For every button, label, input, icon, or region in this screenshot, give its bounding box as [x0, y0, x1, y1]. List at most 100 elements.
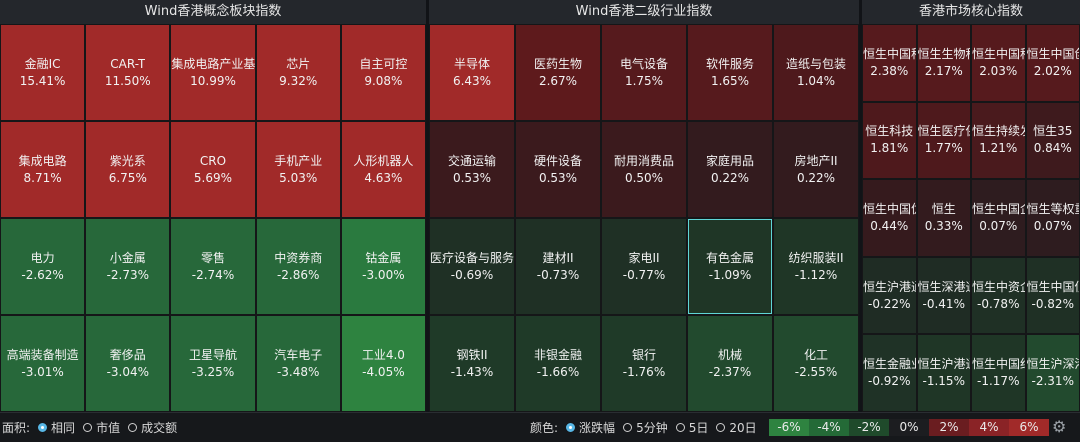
tile-percent: 1.81% [870, 140, 908, 157]
tile-percent: 6.43% [453, 73, 491, 90]
tile-percent: 0.22% [711, 170, 749, 187]
heatmap-tile[interactable]: 建材II-0.73% [515, 218, 601, 315]
tile-percent: 2.03% [979, 63, 1017, 80]
heatmap-tile[interactable]: 恒生中国优质股0.44% [862, 179, 917, 257]
color-radio-label[interactable]: 5分钟 [636, 419, 668, 436]
tile-name: 自主可控 [359, 56, 407, 73]
heatmap-tile[interactable]: 电力-2.62% [0, 218, 85, 315]
heatmap-tile[interactable]: 恒生中国红筹-1.17% [971, 334, 1026, 412]
heatmap-tile[interactable]: 工业4.0-4.05% [341, 315, 426, 412]
heatmap-tile[interactable]: 恒生中国科技2.03% [971, 24, 1026, 102]
heatmap-tile[interactable]: 小金属-2.73% [85, 218, 170, 315]
area-radio-label[interactable]: 成交额 [141, 419, 177, 436]
heatmap-tile[interactable]: 恒生等权重0.07% [1026, 179, 1080, 257]
heatmap-tile[interactable]: 恒生中资企业-0.78% [971, 257, 1026, 335]
tile-name: 恒生中国创新 [1027, 46, 1080, 63]
color-radio-label[interactable]: 5日 [689, 419, 709, 436]
tile-percent: -0.69% [451, 267, 493, 284]
area-radio[interactable] [128, 423, 137, 432]
heatmap-tile[interactable]: 恒生沪深港通内地-2.31% [1026, 334, 1080, 412]
heatmap-tile[interactable]: 家电II-0.77% [601, 218, 687, 315]
heatmap-tile[interactable]: 中资券商-2.86% [256, 218, 341, 315]
color-legend: -6%-4%-2%0%2%4%6% [769, 419, 1049, 436]
area-radio-label[interactable]: 相同 [51, 419, 75, 436]
area-radio[interactable] [38, 423, 47, 432]
tile-percent: -1.66% [537, 364, 579, 381]
heatmap-tile[interactable]: 卫星导航-3.25% [170, 315, 255, 412]
heatmap-tile[interactable]: 恒生生物科技2.17% [917, 24, 972, 102]
tile-percent: 1.65% [711, 73, 749, 90]
heatmap-tile[interactable]: 恒生中国创新2.02% [1026, 24, 1080, 102]
heatmap-tile[interactable]: 恒生持续发展1.21% [971, 102, 1026, 180]
tile-name: 有色金属 [706, 250, 754, 267]
heatmap-tile[interactable]: 恒生深港通AH-0.41% [917, 257, 972, 335]
tile-name: 恒生中国红筹 [972, 356, 1025, 373]
heatmap-tile[interactable]: 机械-2.37% [687, 315, 773, 412]
heatmap-tile[interactable]: 医疗设备与服务-0.69% [429, 218, 515, 315]
heatmap-tile[interactable]: 非银金融-1.66% [515, 315, 601, 412]
tile-percent: -0.92% [868, 373, 910, 390]
color-radio[interactable] [676, 423, 685, 432]
area-radio-label[interactable]: 市值 [96, 419, 120, 436]
heatmap-tile[interactable]: 有色金属-1.09% [687, 218, 773, 315]
heatmap-tile[interactable]: 纺织服装II-1.12% [773, 218, 859, 315]
heatmap-tile[interactable]: 钴金属-3.00% [341, 218, 426, 315]
tile-percent: 5.03% [279, 170, 317, 187]
heatmap-tile[interactable]: 恒生中国低波-0.82% [1026, 257, 1080, 335]
heatmap-tile[interactable]: 恒生医疗保健1.77% [917, 102, 972, 180]
heatmap-tile[interactable]: 恒生中国科技2.38% [862, 24, 917, 102]
tile-percent: -2.55% [795, 364, 837, 381]
heatmap-tile[interactable]: 恒生沪港通中小-0.22% [862, 257, 917, 335]
color-radio-label[interactable]: 涨跌幅 [579, 419, 615, 436]
color-radio[interactable] [716, 423, 725, 432]
tile-percent: 0.44% [870, 218, 908, 235]
heatmap-tile[interactable]: 钢铁II-1.43% [429, 315, 515, 412]
area-options: 面积: 相同 市值 成交额 [0, 413, 177, 442]
area-radio[interactable] [83, 423, 92, 432]
heatmap-tile[interactable]: 零售-2.74% [170, 218, 255, 315]
color-radio[interactable] [566, 423, 575, 432]
tile-percent: 0.33% [925, 218, 963, 235]
heatmap-tile[interactable]: 银行-1.76% [601, 315, 687, 412]
heatmap-tile[interactable]: 汽车电子-3.48% [256, 315, 341, 412]
color-radio-label[interactable]: 20日 [729, 419, 756, 436]
heatmap-tile[interactable]: 恒生金融业-0.92% [862, 334, 917, 412]
area-label: 面积: [2, 419, 30, 436]
heatmap-tile[interactable]: 集成电路产业基金10.99% [170, 24, 255, 121]
tile-name: 恒生中资企业 [972, 279, 1025, 296]
heatmap-tile[interactable]: 恒生沪港通小型-1.15% [917, 334, 972, 412]
heatmap-tile[interactable]: 高端装备制造-3.01% [0, 315, 85, 412]
tile-name: 恒生等权重 [1027, 201, 1080, 218]
heatmap-tile[interactable]: 恒生中国企业0.07% [971, 179, 1026, 257]
heatmap-tile[interactable]: 化工-2.55% [773, 315, 859, 412]
panel-title: Wind香港概念板块指数 [0, 0, 426, 25]
heatmap-tile[interactable]: 奢侈品-3.04% [85, 315, 170, 412]
color-radio[interactable] [623, 423, 632, 432]
tile-name: 人形机器人 [353, 153, 413, 170]
gear-icon[interactable]: ⚙ [1052, 419, 1068, 435]
tile-percent: 9.08% [364, 73, 402, 90]
